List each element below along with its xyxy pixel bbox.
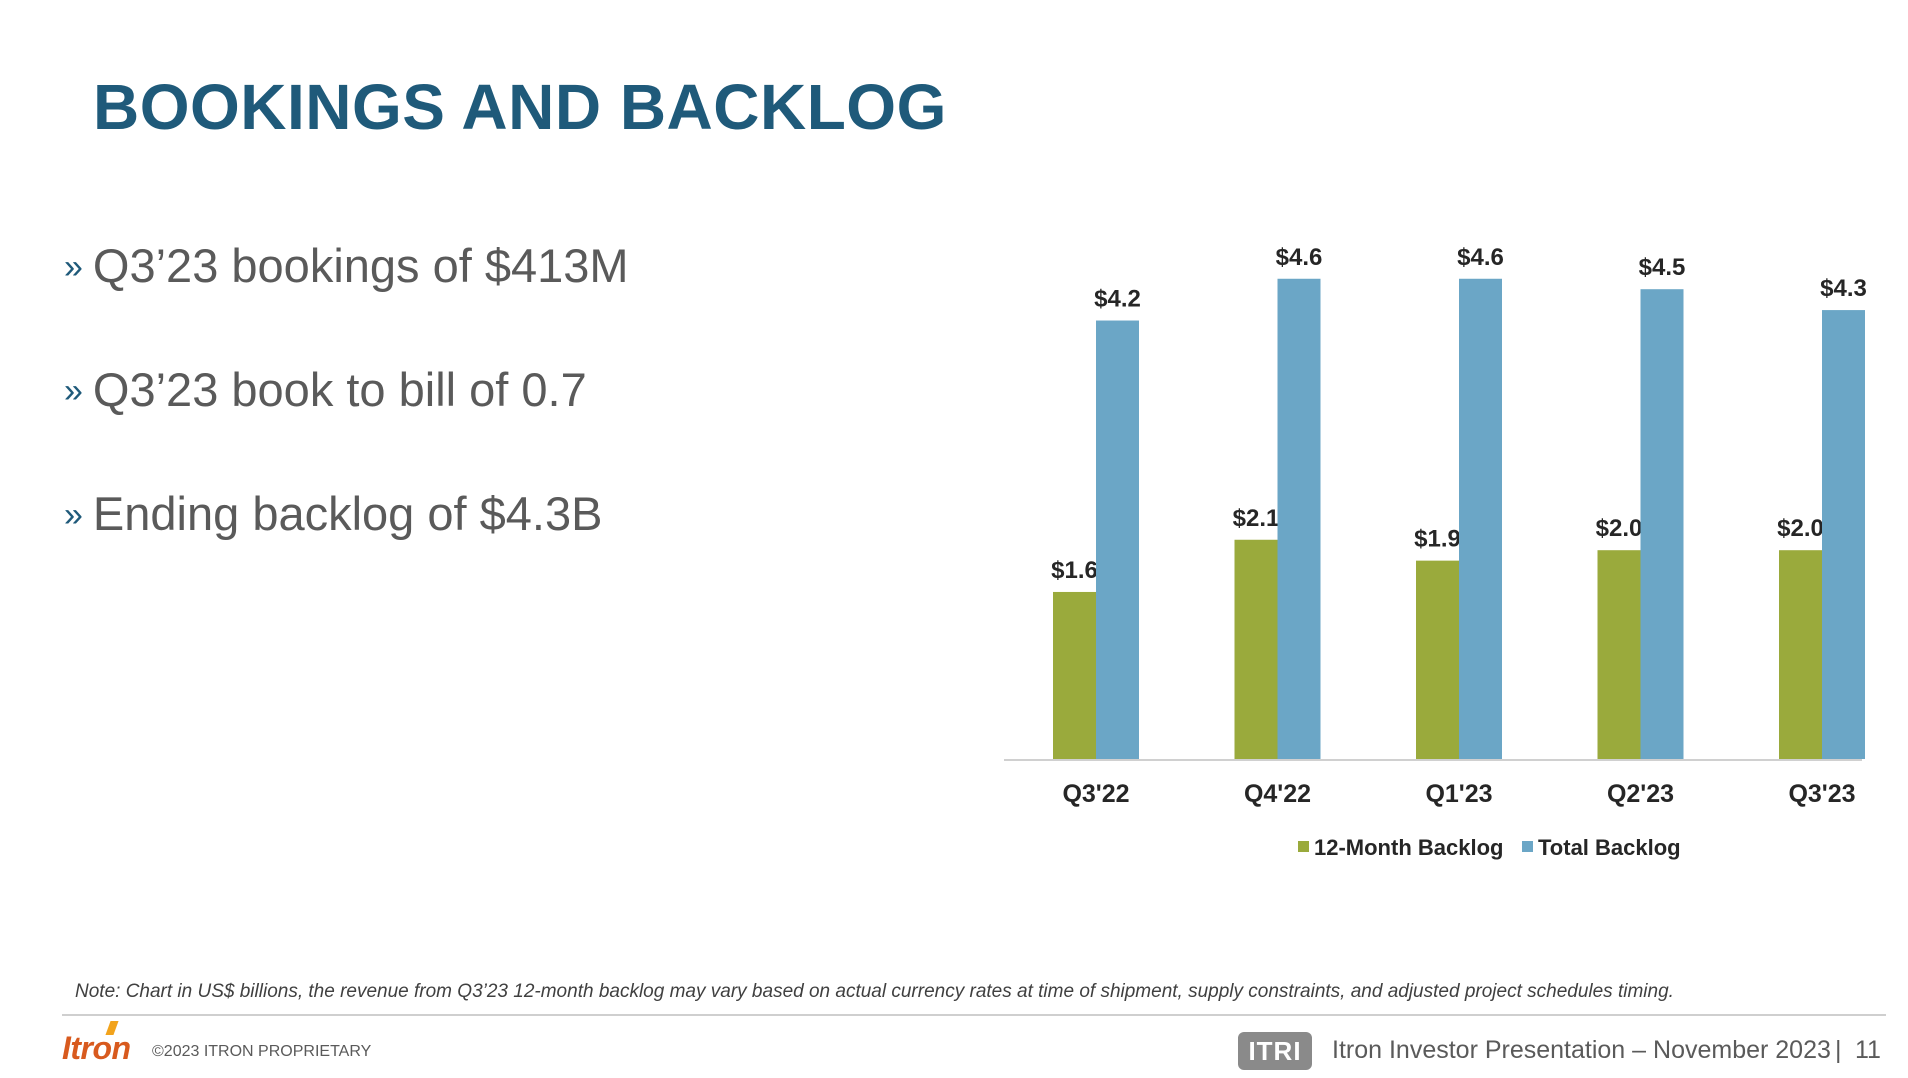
legend-swatch <box>1522 841 1533 852</box>
bullet-chevron-icon: » <box>64 372 83 410</box>
legend-label: Total Backlog <box>1538 835 1681 860</box>
bar-twelve-month-backlog <box>1234 539 1278 759</box>
x-tick-label: Q4'22 <box>1244 780 1311 808</box>
bar-total-backlog <box>1096 320 1139 759</box>
bullet-text: Q3’23 bookings of $413M <box>92 239 629 292</box>
x-tick-label: Q1'23 <box>1425 780 1492 808</box>
bullet-text: Q3’23 book to bill of 0.7 <box>92 363 587 416</box>
data-label: $4.6 <box>1457 244 1504 271</box>
data-label: $4.6 <box>1276 244 1323 271</box>
data-label: $1.9 <box>1414 526 1461 553</box>
data-label: $2.1 <box>1233 505 1280 532</box>
bar-total-backlog <box>1822 310 1865 759</box>
data-label: $1.6 <box>1051 557 1098 584</box>
logo-text: Itron <box>62 1030 131 1066</box>
bullet-chevron-icon: » <box>64 248 83 286</box>
copyright-text: ©2023 ITRON PROPRIETARY <box>152 1043 372 1060</box>
page-separator: | <box>1835 1036 1842 1064</box>
bar-total-backlog <box>1640 289 1684 759</box>
ticker-badge: ITRI <box>1238 1032 1312 1070</box>
footer-divider <box>62 1014 1886 1016</box>
x-tick-label: Q3'23 <box>1788 780 1855 808</box>
data-label: $4.5 <box>1639 254 1686 281</box>
page-number: 11 <box>1855 1036 1881 1064</box>
chart-note: Note: Chart in US$ billions, the revenue… <box>75 981 1674 1002</box>
bullet-item: » Ending backlog of $4.3B <box>64 486 602 541</box>
bar-total-backlog <box>1277 278 1321 759</box>
bar-twelve-month-backlog <box>1053 591 1096 759</box>
x-tick-label: Q3'22 <box>1062 780 1129 808</box>
data-label: $4.2 <box>1094 286 1141 313</box>
data-label: $2.0 <box>1777 515 1824 542</box>
bullet-chevron-icon: » <box>64 496 83 534</box>
bullet-text: Ending backlog of $4.3B <box>92 487 603 540</box>
presentation-title: Itron Investor Presentation – November 2… <box>1332 1036 1831 1064</box>
data-label: $2.0 <box>1596 515 1643 542</box>
bar-twelve-month-backlog <box>1416 560 1459 759</box>
bar-twelve-month-backlog <box>1597 550 1641 759</box>
bullet-item: » Q3’23 book to bill of 0.7 <box>64 362 587 417</box>
bullet-item: » Q3’23 bookings of $413M <box>64 238 629 293</box>
itron-logo: Itron <box>62 1021 131 1067</box>
legend-swatch <box>1298 841 1309 852</box>
x-tick-label: Q2'23 <box>1607 780 1674 808</box>
data-label: $4.3 <box>1820 275 1867 302</box>
bar-twelve-month-backlog <box>1779 550 1822 759</box>
bar-total-backlog <box>1459 278 1502 759</box>
legend-label: 12-Month Backlog <box>1314 835 1503 860</box>
page-title: BOOKINGS AND BACKLOG <box>93 71 947 143</box>
